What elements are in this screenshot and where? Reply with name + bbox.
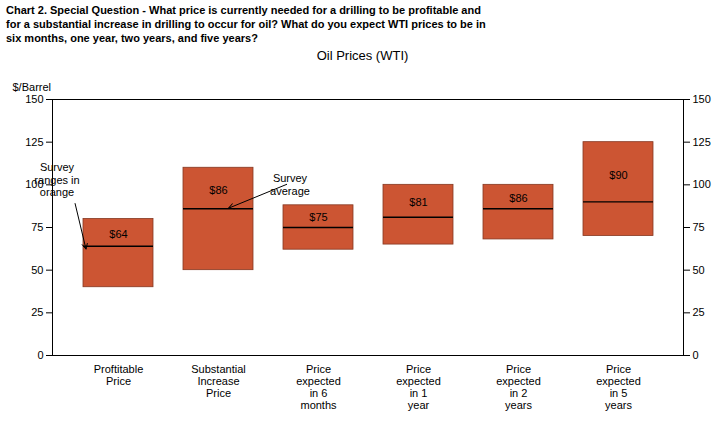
svg-text:100: 100 bbox=[693, 178, 711, 190]
svg-text:Surveyranges inorange: Surveyranges inorange bbox=[34, 161, 79, 198]
svg-text:25: 25 bbox=[693, 306, 705, 318]
svg-text:75: 75 bbox=[693, 221, 705, 233]
html-text:Oil Prices (WTI): Oil Prices (WTI) bbox=[316, 48, 409, 63]
svg-text:50: 50 bbox=[693, 264, 705, 276]
svg-text:125: 125 bbox=[25, 136, 43, 148]
svg-text:Priceexpectedin 2years: Priceexpectedin 2years bbox=[496, 363, 541, 411]
svg-text:$81: $81 bbox=[409, 196, 427, 208]
svg-text:$86: $86 bbox=[509, 191, 527, 203]
svg-text:$86: $86 bbox=[209, 184, 227, 196]
svg-text:Surveyaverage: Surveyaverage bbox=[270, 172, 310, 197]
svg-text:0: 0 bbox=[37, 349, 43, 361]
svg-text:125: 125 bbox=[693, 136, 711, 148]
svg-text:SubstantialIncreasePrice: SubstantialIncreasePrice bbox=[191, 363, 245, 399]
svg-text:ProftitablePrice: ProftitablePrice bbox=[94, 363, 144, 387]
svg-text:$75: $75 bbox=[309, 211, 327, 223]
svg-text:Priceexpectedin 5years: Priceexpectedin 5years bbox=[596, 363, 641, 411]
svg-text:Priceexpectedin 6months: Priceexpectedin 6months bbox=[296, 363, 341, 411]
svg-text:$/Barrel: $/Barrel bbox=[13, 81, 52, 93]
html-text:Chart 2. Special Question - Wh: Chart 2. Special Question - What price i… bbox=[6, 4, 486, 44]
svg-text:150: 150 bbox=[693, 93, 711, 105]
svg-text:75: 75 bbox=[31, 221, 43, 233]
svg-text:$64: $64 bbox=[109, 228, 127, 240]
svg-text:25: 25 bbox=[31, 306, 43, 318]
svg-text:150: 150 bbox=[25, 93, 43, 105]
svg-text:0: 0 bbox=[693, 349, 699, 361]
svg-text:$90: $90 bbox=[609, 169, 627, 181]
svg-text:50: 50 bbox=[31, 264, 43, 276]
svg-text:Priceexpectedin 1year: Priceexpectedin 1year bbox=[396, 363, 441, 411]
